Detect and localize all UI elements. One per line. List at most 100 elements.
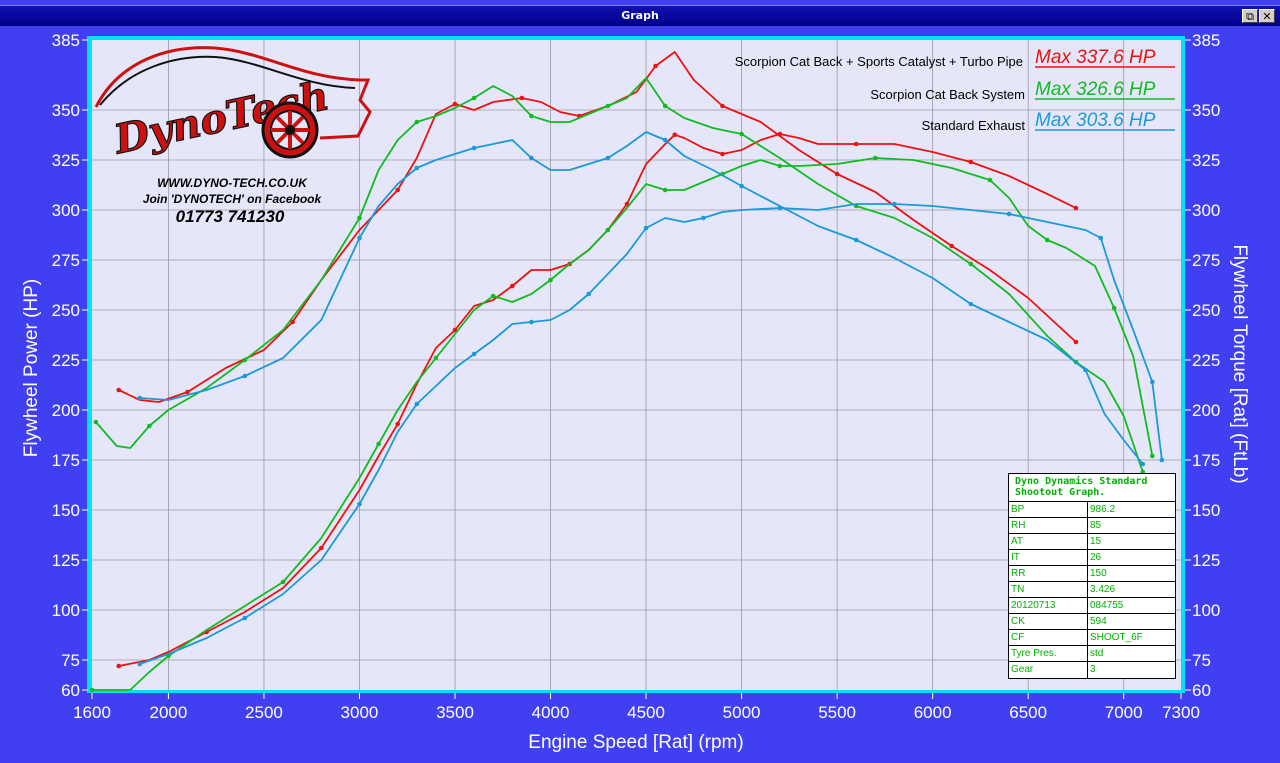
logo-facebook: Join 'DYNOTECH' on Facebook <box>143 192 323 206</box>
series-torque-point <box>739 131 744 137</box>
restore-button[interactable]: ⧉ <box>1242 9 1258 23</box>
info-value: std <box>1090 648 1104 659</box>
series-torque-point <box>414 119 420 125</box>
series-torque-point <box>116 387 122 393</box>
logo-swoosh-inner <box>99 55 356 106</box>
series-torque-point <box>395 187 400 193</box>
y-tick-label-left: 385 <box>52 31 80 50</box>
series-torque-point <box>853 237 859 243</box>
info-key: CF <box>1009 630 1088 645</box>
series-torque-point <box>242 373 248 379</box>
series-power-point <box>892 201 897 207</box>
info-value: 986.2 <box>1090 504 1116 515</box>
x-tick-label: 3000 <box>341 703 379 722</box>
series-torque-point <box>137 395 143 401</box>
series-torque-point <box>185 389 190 395</box>
series-torque-point <box>242 357 248 363</box>
y-tick-label-left: 125 <box>52 551 80 570</box>
info-key: Gear <box>1009 662 1088 678</box>
series-torque-point <box>662 103 668 109</box>
y-tick-label-left: 350 <box>52 101 80 120</box>
series-torque-point <box>147 423 152 429</box>
series-torque-point <box>452 101 458 107</box>
y-tick-label-left: 100 <box>52 601 80 620</box>
series-torque-point <box>949 243 955 249</box>
series-power-point <box>873 155 878 161</box>
y-tick-label-left: 225 <box>52 351 80 370</box>
series-power-line <box>92 157 1154 691</box>
y-tick-label-right: 350 <box>1192 101 1220 120</box>
y-tick-label-right: 250 <box>1192 301 1220 320</box>
title-bar: Graph ⧉ ✕ <box>0 5 1280 26</box>
x-tick-label: 5000 <box>723 703 761 722</box>
series-power-point <box>662 187 668 193</box>
series-torque-point <box>290 319 295 325</box>
info-value: 26 <box>1090 552 1102 563</box>
y-tick-label-left: 150 <box>52 501 80 520</box>
series-power-point <box>357 501 362 507</box>
info-value: 3 <box>1090 664 1096 675</box>
series-power-point <box>548 277 553 283</box>
y-tick-label-right: 275 <box>1192 251 1220 270</box>
series-power-point <box>853 141 859 147</box>
info-key: TN <box>1009 582 1088 597</box>
series-power-point <box>137 661 143 667</box>
series-power-point <box>672 132 678 138</box>
wheel-icon <box>261 101 319 159</box>
series-torque-point <box>471 145 477 151</box>
x-tick-label: 1600 <box>73 703 111 722</box>
x-tick-label: 2000 <box>150 703 188 722</box>
series-power-point <box>1150 453 1155 459</box>
y-tick-label-left: 60 <box>61 681 80 700</box>
series-power-point <box>1006 211 1012 217</box>
series-power-point <box>1111 305 1117 311</box>
x-tick-label: 4000 <box>532 703 570 722</box>
series-power-point <box>414 401 420 407</box>
series-torque-point <box>968 261 974 267</box>
logo-phone: 01773 741230 <box>176 207 285 226</box>
series-power-point <box>471 351 477 357</box>
info-row: BP 986.2 <box>1009 502 1175 518</box>
info-row: TN 3.426 <box>1009 582 1175 598</box>
series-power-line <box>139 203 1163 665</box>
legend-max-blue: Max 303.6 HP <box>1035 110 1156 131</box>
info-key: RH <box>1009 518 1088 533</box>
info-key: 20120713 <box>1009 598 1088 613</box>
info-row: RR 150 <box>1009 566 1175 582</box>
info-value: 084755 <box>1090 600 1124 611</box>
series-torque-point <box>1083 367 1088 373</box>
y-tick-label-left: 200 <box>52 401 80 420</box>
series-power-point <box>643 225 649 231</box>
x-tick-label: 7300 <box>1162 703 1200 722</box>
y-tick-label-left: 300 <box>52 201 80 220</box>
x-tick-label: 3500 <box>436 703 474 722</box>
series-torque-point <box>471 95 477 101</box>
y-tick-label-right: 325 <box>1192 151 1220 170</box>
y-tick-label-right: 150 <box>1192 501 1220 520</box>
y-tick-label-left: 250 <box>52 301 80 320</box>
series-power-point <box>1150 379 1155 385</box>
info-title-line1: Dyno Dynamics Standard <box>1015 476 1148 487</box>
info-table-title: Dyno Dynamics Standard Shootout Graph. <box>1009 474 1175 502</box>
series-power-point <box>1159 457 1165 463</box>
x-tick-label: 4500 <box>627 703 665 722</box>
series-torque-point <box>414 165 420 171</box>
window-title: Graph <box>621 9 659 22</box>
info-value: 594 <box>1090 616 1107 627</box>
series-power-point <box>1044 237 1050 243</box>
legend-label-green: Scorpion Cat Back System <box>870 87 1025 102</box>
y-axis-right-title: Flywheel Torque [Rat] (FtLb) <box>1229 244 1250 483</box>
close-button[interactable]: ✕ <box>1259 9 1275 23</box>
grid-lines <box>92 40 1181 690</box>
info-key: Tyre Pres. <box>1009 646 1088 661</box>
legend-label-red: Scorpion Cat Back + Sports Catalyst + Tu… <box>735 54 1023 69</box>
series-power-point <box>1098 235 1104 241</box>
x-axis-title: Engine Speed [Rat] (rpm) <box>528 732 743 753</box>
y-tick-label-right: 300 <box>1192 201 1220 220</box>
info-row: 20120713 084755 <box>1009 598 1175 614</box>
series-torque-line <box>95 77 1144 473</box>
series-torque-point <box>653 63 658 69</box>
y-axis-left-ticks: 60 75 100 125 150 175 200 225 250 275 300 325 350 385 <box>52 31 88 700</box>
series-torque-point <box>1140 461 1146 467</box>
